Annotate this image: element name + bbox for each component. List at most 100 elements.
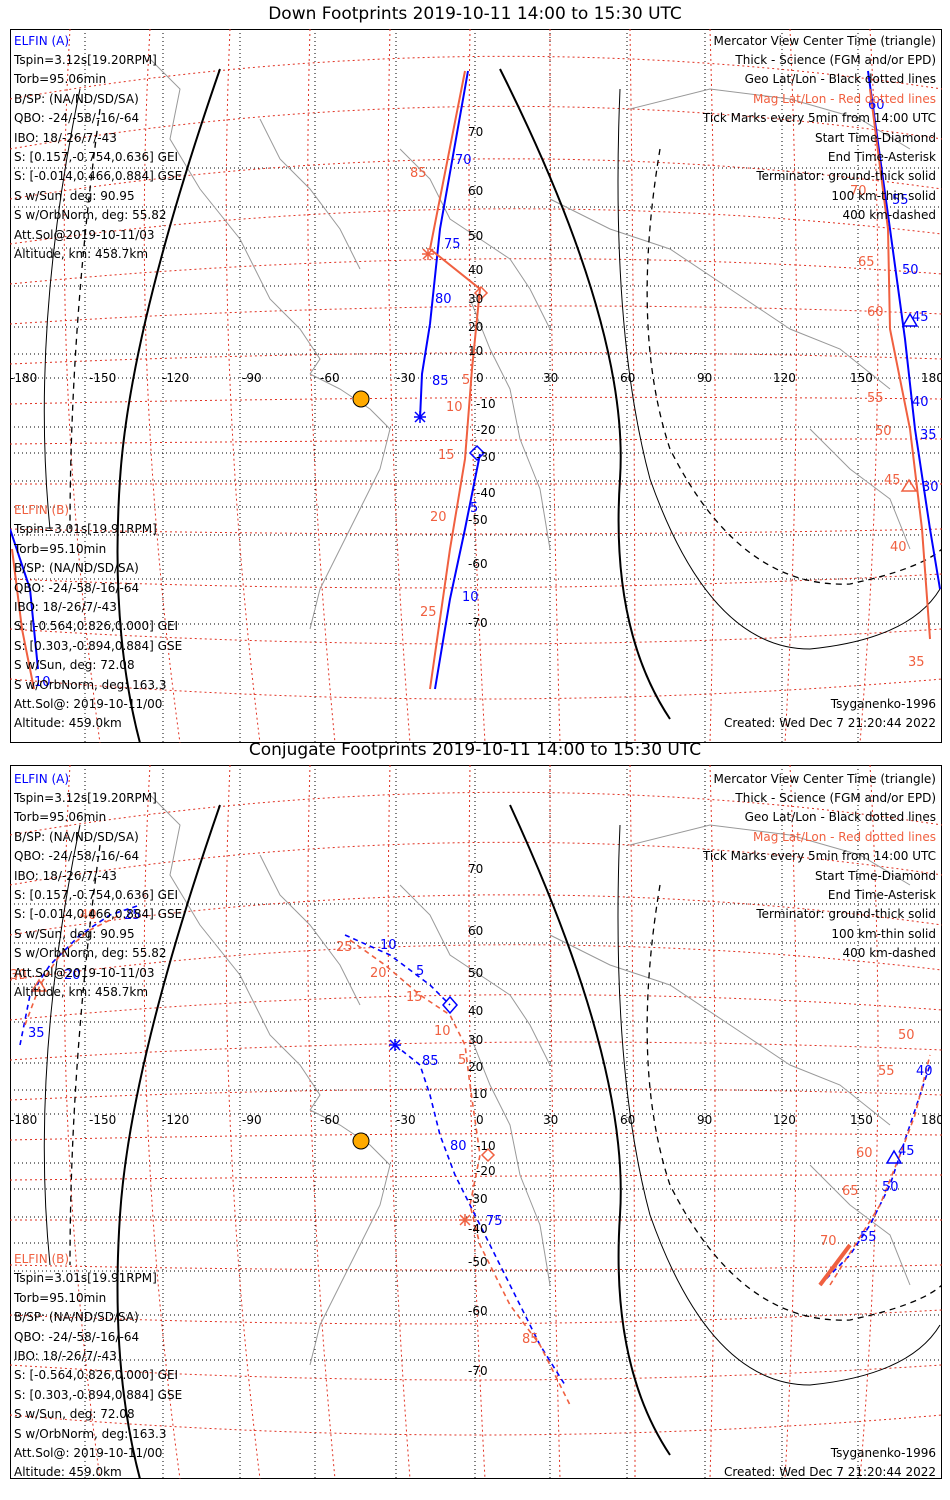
time-label: 5: [462, 373, 470, 388]
time-label: 25: [124, 908, 141, 923]
time-labels-elfin-a: 60 55 50 45 40 35 30 70 75 80 85 5 10 10: [34, 98, 939, 690]
lon-tick: 30: [543, 371, 558, 385]
info-line: S w/OrbNorm, deg: 55.82: [14, 208, 166, 222]
time-labels-elfin-b: 70 65 60 55 50 45 40 35 85 5 10 15 20 25: [410, 166, 925, 670]
asterisk-end-marker-b-icon: [459, 1214, 471, 1226]
info-line: S: [-0.014,0.466,0.884] GSE: [14, 169, 182, 183]
time-label: 45: [912, 310, 929, 325]
lon-tick: 180: [921, 371, 942, 385]
lat-tick: -70: [468, 1364, 488, 1378]
time-label: 20: [430, 510, 447, 525]
time-label: 45: [898, 1144, 915, 1159]
info-line: Att.Sol@: 2019-10-11/00: [14, 1446, 162, 1460]
lon-tick: -30: [396, 371, 416, 385]
time-label: 55: [867, 391, 884, 406]
lat-tick: -60: [468, 557, 488, 571]
elfin-b-science-segment: [818, 1243, 852, 1287]
geo-grid: [10, 29, 942, 743]
diamond-start-marker-icon: [468, 285, 489, 462]
time-label: 50: [898, 1028, 915, 1043]
lat-tick: -10: [476, 1139, 496, 1153]
legend-line: Terminator: ground-thick solid: [755, 907, 936, 921]
lat-tick: -20: [476, 1164, 496, 1178]
lat-tick: -70: [468, 616, 488, 630]
info-line: S w/Sun, deg: 72.08: [14, 658, 135, 672]
info-line: Tspin=3.12s[19.20RPM]: [13, 53, 157, 67]
time-label: 30: [10, 968, 27, 983]
time-label: 55: [878, 1064, 895, 1079]
info-line: IBO: 18/-26/7/-43: [14, 131, 117, 145]
time-label: 25: [336, 940, 353, 955]
lon-tick: 120: [773, 1113, 796, 1127]
info-header-a: ELFIN (A): [14, 772, 69, 786]
lat-tick: 60: [468, 924, 483, 938]
info-block-elfin-a: ELFIN (A) Tspin=3.12s[19.20RPM] Torb=95.…: [13, 772, 182, 999]
time-label: 10: [34, 675, 51, 690]
latitude-tick-labels: 70 60 50 40 30 20 10 -10 -20 -30 -40 -50…: [468, 862, 496, 1378]
info-line: B/SP: (NA/ND/SD/SA): [14, 561, 139, 575]
lat-tick: 10: [472, 1087, 487, 1101]
lat-tick: 20: [468, 320, 483, 334]
legend-line: Terminator: ground-thick solid: [755, 169, 936, 183]
map-panel-conjugate[interactable]: 10 5 85 80 75 45 50 55 40 25 20 35 25 20…: [10, 765, 942, 1479]
time-label: 55: [892, 193, 909, 208]
map-panel-down[interactable]: 60 55 50 45 40 35 30 70 75 80 85 5 10 10…: [10, 29, 942, 743]
time-label: 5: [416, 964, 424, 979]
info-line: S: [-0.564,0.826,0.000] GEI: [14, 619, 178, 633]
info-line: QBO: -24/-58/-16/-64: [14, 849, 139, 863]
triangle-center-marker-icon: [885, 1149, 903, 1164]
time-label: 20: [64, 968, 81, 983]
time-label: 60: [867, 305, 884, 320]
time-label: 70: [850, 184, 867, 199]
legend-line: 400 km-dashed: [842, 946, 936, 960]
lon-tick: 30: [543, 1113, 558, 1127]
lon-tick: -90: [242, 1113, 262, 1127]
time-label: 50: [875, 424, 892, 439]
info-line: IBO: 18/-26/7/-43: [14, 869, 117, 883]
info-line: B/SP: (NA/ND/SD/SA): [14, 92, 139, 106]
asterisk-end-marker-b-icon: [422, 248, 434, 260]
info-line: S: [0.157,-0.754,0.636] GEI: [14, 150, 178, 164]
triangle-center-marker-icon: [901, 312, 919, 327]
lat-tick: 10: [468, 344, 483, 358]
lat-tick: -30: [476, 450, 496, 464]
lat-tick: 70: [468, 125, 483, 139]
legend-line: Mercator View Center Time (triangle): [714, 34, 936, 48]
info-line: IBO: 18/-26/7/-43: [14, 600, 117, 614]
info-line: S w/Sun, deg: 90.95: [14, 927, 135, 941]
time-label: 35: [28, 1026, 45, 1041]
legend-line: Geo Lat/Lon - Black dotted lines: [745, 810, 936, 824]
time-label: 35: [920, 428, 937, 443]
panel-title-conjugate: Conjugate Footprints 2019-10-11 14:00 to…: [248, 740, 702, 760]
lon-tick: 0: [476, 371, 484, 385]
info-line: S w/OrbNorm, deg: 163.3: [14, 678, 166, 692]
lon-tick: -60: [320, 1113, 340, 1127]
info-line: Altitude: 459.0km: [14, 1465, 122, 1479]
lon-tick: 90: [697, 1113, 712, 1127]
lat-tick: -60: [468, 1304, 488, 1318]
model-label: Tsyganenko-1996: [830, 697, 936, 711]
info-line: S w/OrbNorm, deg: 163.3: [14, 1427, 166, 1441]
elfin-a-track: [10, 70, 941, 690]
legend-line: 100 km-thin solid: [831, 927, 936, 941]
lon-tick: -90: [242, 371, 262, 385]
lon-tick: -150: [89, 371, 116, 385]
time-label: 70: [455, 153, 472, 168]
legend-line: Start Time-Diamond: [815, 869, 936, 883]
lon-tick: 120: [773, 371, 796, 385]
lon-tick: -150: [89, 1113, 116, 1127]
info-block-elfin-b: ELFIN (B) Tspin=3.01s[19.91RPM] Torb=95.…: [13, 1252, 182, 1479]
time-label: 10: [434, 1024, 451, 1039]
time-labels-elfin-a: 10 5 85 80 75 45 50 55 40 25 20 35: [28, 908, 933, 1245]
info-header-b: ELFIN (B): [14, 503, 69, 517]
info-line: B/SP: (NA/ND/SD/SA): [14, 830, 139, 844]
diamond-start-marker-icon: [442, 995, 496, 1163]
lon-tick: 0: [476, 1113, 484, 1127]
legend-line: Tick Marks every 5min from 14:00 UTC: [702, 849, 936, 863]
lat-tick: -50: [468, 1255, 488, 1269]
lon-tick: 150: [850, 1113, 873, 1127]
model-label: Tsyganenko-1996: [830, 1446, 936, 1460]
lat-tick: -20: [476, 423, 496, 437]
lon-tick: 60: [620, 1113, 635, 1127]
time-label: 10: [380, 938, 397, 953]
